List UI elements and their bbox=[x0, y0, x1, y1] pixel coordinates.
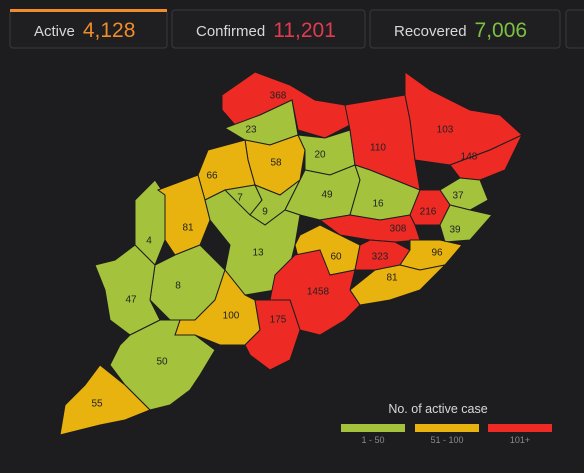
district-label: 81 bbox=[386, 273, 398, 284]
map: 368 23 58 20 110 103 148 66 7 9 49 16 37 216 39 4 81 13 30… bbox=[59, 71, 524, 436]
legend-label: 51 - 100 bbox=[430, 435, 463, 445]
district-label: 55 bbox=[91, 399, 103, 410]
district-label: 23 bbox=[245, 125, 257, 136]
district-label: 47 bbox=[125, 295, 137, 306]
tab-label: Confirmed bbox=[196, 23, 265, 40]
district bbox=[439, 204, 493, 243]
tab-label: Recovered bbox=[394, 23, 467, 40]
legend-swatch bbox=[341, 424, 405, 432]
district-label: 60 bbox=[330, 252, 342, 263]
district-label: 9 bbox=[262, 207, 268, 218]
district-label: 58 bbox=[270, 158, 282, 169]
tab-label: Active bbox=[34, 23, 75, 40]
district-label: 368 bbox=[270, 91, 287, 102]
tab[interactable]: Confirmed 11,201 bbox=[171, 9, 366, 49]
district-label: 1458 bbox=[307, 287, 330, 298]
tab[interactable]: Active 4,128 bbox=[9, 9, 168, 49]
district-label: 7 bbox=[237, 193, 243, 204]
district-label: 37 bbox=[452, 191, 464, 202]
tab-value: 4,128 bbox=[83, 19, 136, 42]
district-label: 20 bbox=[314, 150, 326, 161]
legend-swatch bbox=[488, 424, 552, 432]
district bbox=[349, 264, 447, 306]
district-label: 13 bbox=[252, 248, 264, 259]
district bbox=[59, 364, 151, 436]
district-label: 81 bbox=[182, 223, 194, 234]
district-label: 50 bbox=[156, 357, 168, 368]
district bbox=[109, 319, 216, 411]
tab-box bbox=[171, 9, 366, 49]
tab-partial bbox=[565, 9, 584, 49]
district-label: 216 bbox=[420, 207, 437, 218]
district bbox=[318, 214, 421, 243]
district-label: 148 bbox=[461, 152, 478, 163]
district-label: 16 bbox=[372, 199, 384, 210]
tab-indicator bbox=[10, 9, 167, 12]
district-label: 8 bbox=[175, 281, 181, 292]
tab-value: 7,006 bbox=[475, 19, 528, 42]
district bbox=[174, 268, 261, 346]
legend-label: 101+ bbox=[510, 435, 530, 445]
district-label: 110 bbox=[370, 143, 386, 154]
district-label: 49 bbox=[321, 190, 333, 201]
legend-title: No. of active case bbox=[388, 402, 487, 416]
legend-swatch bbox=[415, 424, 479, 432]
legend-label: 1 - 50 bbox=[361, 435, 384, 445]
tab-value: 11,201 bbox=[273, 19, 336, 42]
district bbox=[244, 299, 301, 371]
district-label: 175 bbox=[270, 315, 287, 326]
district-label: 39 bbox=[449, 225, 461, 236]
district-label: 66 bbox=[206, 171, 218, 182]
district-label: 103 bbox=[437, 125, 454, 136]
tab[interactable]: Recovered 7,006 bbox=[369, 9, 561, 49]
district-label: 100 bbox=[223, 311, 240, 322]
tab-box bbox=[369, 9, 561, 49]
district bbox=[94, 244, 161, 336]
district-label: 96 bbox=[431, 248, 443, 259]
district-label: 308 bbox=[390, 224, 407, 235]
district-label: 323 bbox=[372, 252, 389, 263]
district-label: 4 bbox=[146, 236, 152, 247]
